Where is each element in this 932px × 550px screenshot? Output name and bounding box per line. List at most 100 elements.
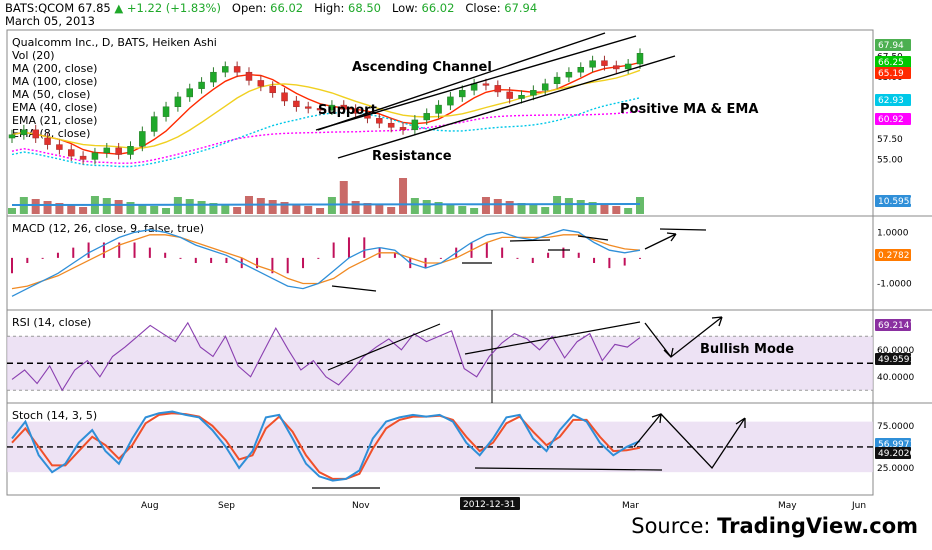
macd-histogram-bar — [485, 242, 488, 258]
x-axis: Aug Sep Nov Mar May Jun 2012-12-31 — [141, 497, 866, 511]
volume-bar — [363, 203, 372, 214]
open-value: 66.02 — [270, 1, 304, 15]
rsi-trend-line — [464, 321, 641, 355]
macd-histogram-bar — [256, 257, 259, 269]
candle-body — [257, 80, 265, 87]
price-value-tag-text: 10.595M — [878, 197, 917, 207]
stoch-k-line — [11, 410, 641, 482]
volume-bar — [292, 204, 301, 214]
macd-histogram-bar — [225, 257, 228, 263]
candle-body — [435, 104, 442, 114]
candle-body — [67, 149, 75, 157]
macd-histogram-bar — [501, 247, 504, 258]
up-arrow-icon: ▲ — [114, 1, 124, 15]
macd-histogram-bar — [302, 257, 305, 269]
volume-bar — [327, 197, 336, 214]
price-change: +1.22 (+1.83%) — [126, 1, 221, 15]
date-marker-label: 2012-12-31 — [463, 500, 515, 510]
chart-header: BATS:QCOM 67.85 ▲ +1.22 (+1.83%) Open: 6… — [5, 1, 537, 15]
macd-histogram-bar — [164, 252, 167, 258]
annotation-positive-ma-ema: Positive MA & EMA — [620, 102, 758, 117]
candle-body — [269, 85, 276, 94]
candle-body — [387, 122, 395, 128]
candle-body — [293, 100, 300, 108]
volume-bar — [102, 198, 111, 214]
source-brand: TradingView.com — [717, 514, 918, 538]
candle-body — [115, 147, 122, 155]
volume-bar — [185, 199, 194, 214]
stoch-y-tick: 75.0000 — [877, 422, 914, 432]
volume-bar — [481, 197, 490, 214]
x-tick-label: Jun — [851, 501, 866, 511]
macd-histogram-bar — [102, 242, 105, 258]
macd-histogram-bar — [516, 257, 519, 259]
price-value-tag-text: 65.19 — [878, 69, 904, 79]
low-label: Low: — [391, 1, 418, 15]
stoch-panel[interactable]: Stoch (14, 3, 5) 75.0000 25.0000 56.997149.… — [7, 409, 915, 489]
candle-body — [245, 71, 253, 81]
candle-body — [577, 67, 585, 73]
x-tick-label: May — [778, 501, 797, 511]
rsi-panel[interactable]: RSI (14, close) 60.0000 40.0000 Bullish Mod… — [7, 310, 915, 403]
legend-item: MA (50, close) — [12, 88, 90, 101]
candle-body — [186, 88, 193, 98]
volume-bar — [399, 178, 408, 214]
candle-body — [56, 144, 63, 150]
volume-bar — [221, 205, 230, 214]
candle-body — [447, 96, 454, 106]
volume-bar — [197, 201, 206, 214]
volume-bar — [470, 208, 479, 214]
last-price: 67.85 — [77, 1, 111, 15]
macd-histogram-bar — [11, 257, 13, 274]
volume-bar — [138, 204, 147, 214]
x-tick-label: Sep — [218, 501, 235, 511]
annotation-bullish-mode: Bullish Mode — [700, 342, 794, 357]
volume-bar — [31, 199, 40, 214]
macd-histogram-bar — [547, 252, 550, 258]
candle-body — [601, 60, 608, 66]
macd-trend-line — [577, 235, 609, 241]
candle-body — [20, 129, 28, 135]
candle-body — [541, 83, 549, 91]
macd-y-tick: -1.0000 — [877, 280, 912, 290]
rsi-arrow — [644, 316, 723, 358]
volume-bar — [493, 199, 502, 214]
volume-bar — [612, 206, 621, 214]
macd-histogram-bar — [72, 247, 75, 258]
volume-bar — [375, 205, 384, 214]
macd-histogram-bar — [133, 242, 136, 258]
volume-bar — [55, 203, 64, 214]
macd-panel[interactable]: MACD (12, 26, close, 9, false, true) 1.00… — [11, 222, 912, 297]
candle-body — [399, 127, 407, 131]
stoch-d-tag: 49.2026 — [875, 447, 915, 459]
macd-signal-line — [11, 234, 641, 290]
candle-body — [127, 146, 134, 155]
rsi-y-tick: 60.0000 — [877, 346, 914, 356]
source-prefix: Source: — [631, 514, 718, 538]
volume-bar — [43, 201, 52, 214]
macd-histogram-bar — [286, 257, 289, 274]
volume-bar — [624, 208, 633, 214]
price-value-tag: 67.94 — [875, 39, 911, 51]
macd-histogram-bar — [531, 257, 534, 263]
macd-histogram-bar — [148, 247, 151, 258]
volume-bar — [588, 202, 597, 214]
price-value-tag: 60.92 — [875, 113, 911, 125]
volume-bar — [636, 197, 644, 214]
price-value-tag-bg — [875, 56, 911, 68]
candle-body — [423, 113, 430, 121]
channel-bottom-line — [337, 55, 676, 159]
candle-body — [139, 131, 146, 147]
candle-body — [340, 104, 348, 110]
stoch-trend-line — [474, 467, 663, 471]
price-value-tag-text: 67.94 — [878, 41, 904, 51]
candle-body — [174, 96, 182, 108]
volume-bar — [529, 205, 538, 214]
source-credit: Source: TradingView.com — [631, 514, 918, 538]
high-value: 68.50 — [348, 1, 381, 15]
volume-bar — [233, 207, 242, 214]
macd-histogram-bar — [593, 257, 596, 263]
volume-ma-line — [11, 203, 641, 206]
